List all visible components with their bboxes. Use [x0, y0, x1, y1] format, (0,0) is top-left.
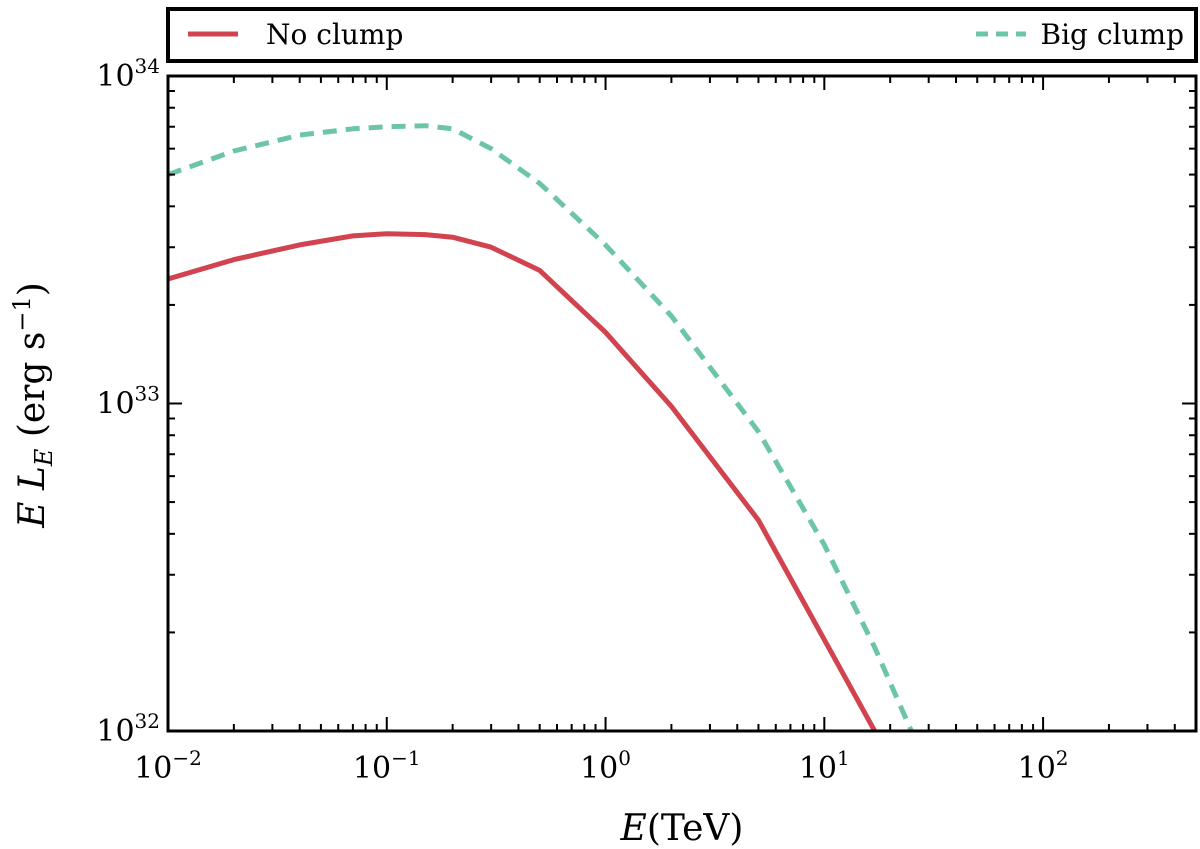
y-axis-label: E LE (erg s−1) — [8, 282, 58, 529]
y-tick-label: 1032 — [96, 709, 160, 749]
legend-label-big-clump: Big clump — [1041, 18, 1185, 51]
legend: No clump Big clump — [166, 7, 1198, 63]
series-line-no-clump — [168, 231, 877, 731]
x-axis-label-unit: (TeV) — [647, 808, 744, 849]
tick-layer — [167, 75, 1197, 732]
series-layer — [168, 123, 914, 731]
series-line-big-clump — [168, 123, 914, 731]
legend-label-no-clump: No clump — [266, 18, 403, 51]
x-axis-label: E(TeV) — [620, 808, 744, 849]
plot-frame — [166, 74, 1198, 733]
y-tick-label: 1033 — [96, 382, 160, 422]
x-tick-label: 102 — [1018, 746, 1069, 786]
svg-text:E LE (erg s−1): E LE (erg s−1) — [8, 282, 58, 529]
x-tick-label: 10−2 — [134, 746, 202, 786]
x-tick-label: 100 — [580, 746, 631, 786]
x-axis-label-symbol: E — [620, 808, 647, 849]
x-tick-label: 10−1 — [353, 746, 421, 786]
tick-label-layer: 10−2 10−1 100 101 102 1032 1033 1034 — [96, 54, 1068, 786]
y-tick-label: 1034 — [96, 54, 160, 94]
x-tick-label: 101 — [799, 746, 850, 786]
